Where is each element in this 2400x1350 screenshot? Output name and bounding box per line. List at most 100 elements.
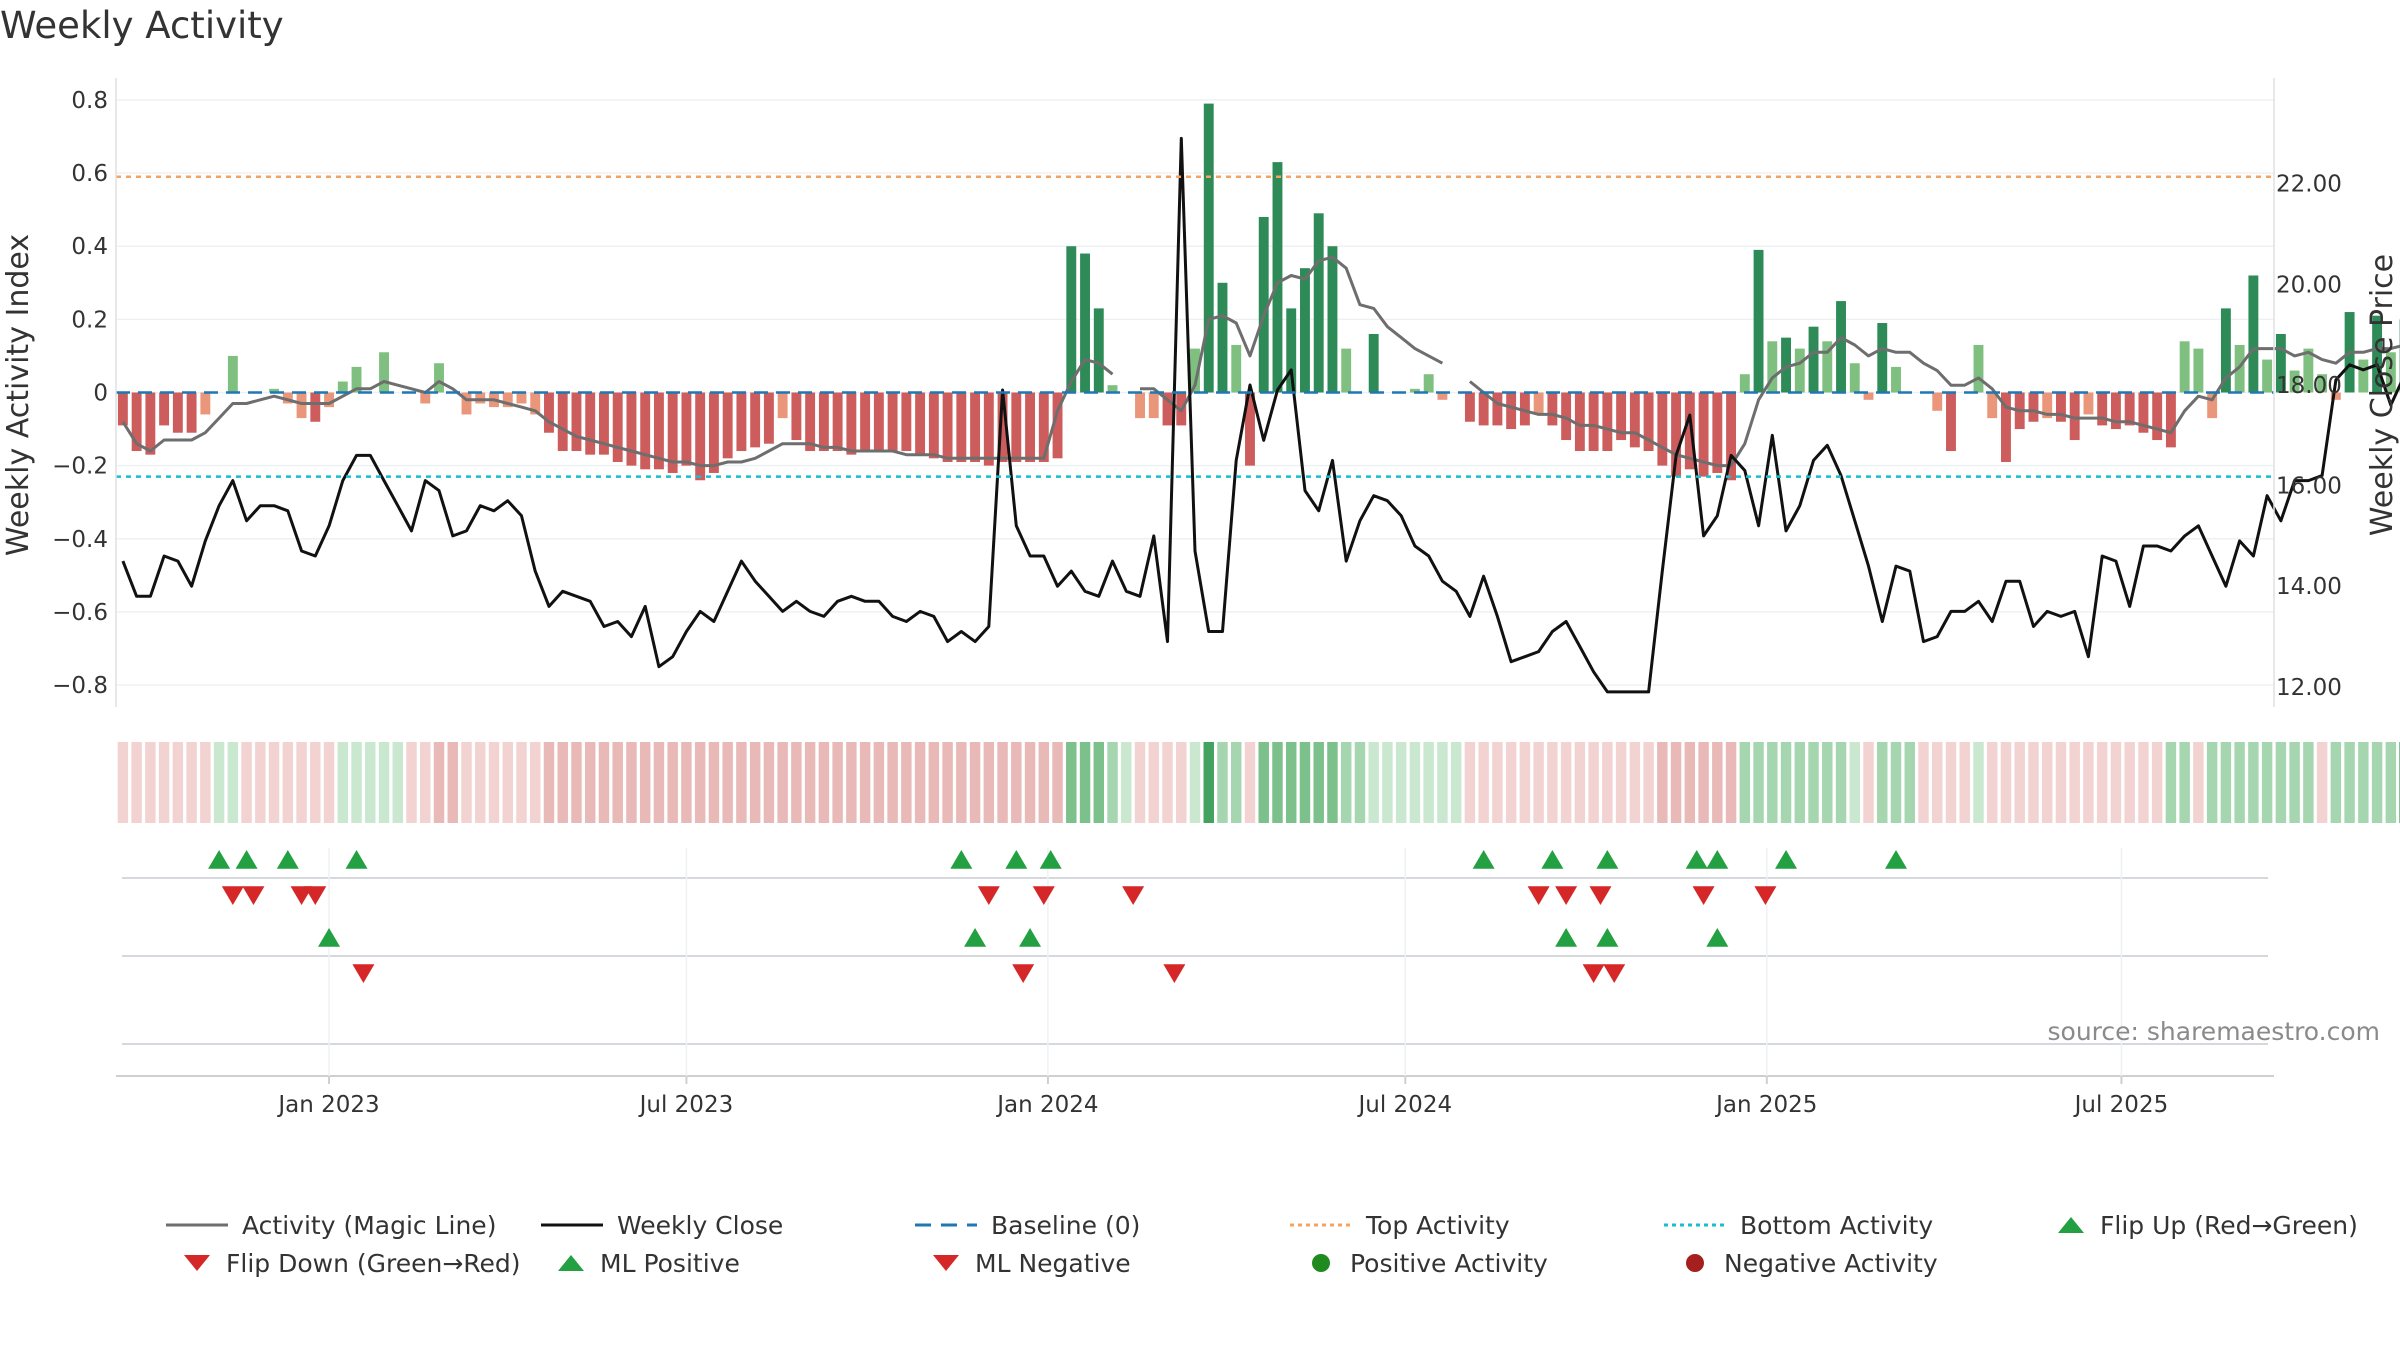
activity-bar bbox=[1245, 392, 1255, 466]
activity-bar bbox=[708, 392, 719, 473]
activity-bar bbox=[1217, 282, 1228, 393]
legend-bottom-activity-label: Bottom Activity bbox=[1740, 1210, 1934, 1240]
heat-cell bbox=[1079, 742, 1091, 823]
activity-bar bbox=[475, 392, 486, 404]
heat-cell bbox=[749, 742, 761, 823]
ml-negative-marker bbox=[1163, 964, 1186, 983]
x-tick-label: Jul 2023 bbox=[638, 1092, 734, 1118]
ml-negative-swatch bbox=[933, 1255, 959, 1271]
activity-bar bbox=[227, 355, 238, 393]
flip-up-marker bbox=[1472, 850, 1495, 869]
heat-cell bbox=[145, 742, 156, 823]
heat-cell bbox=[694, 742, 706, 823]
heat-cell bbox=[667, 742, 678, 823]
activity-bar bbox=[2152, 392, 2163, 441]
activity-bar bbox=[1135, 392, 1145, 419]
activity-bar bbox=[2289, 370, 2300, 393]
heat-cell bbox=[296, 742, 307, 823]
activity-bar bbox=[1190, 348, 1200, 393]
flip-down-marker bbox=[304, 886, 327, 905]
legend-ml-positive-label: ML Positive bbox=[600, 1248, 740, 1278]
heat-cell bbox=[2096, 742, 2108, 823]
ml-positive-marker bbox=[1019, 928, 1042, 947]
heat-cell bbox=[2179, 742, 2190, 823]
negative-activity-swatch bbox=[1686, 1254, 1704, 1272]
activity-bar bbox=[1066, 246, 1077, 393]
heat-cell bbox=[873, 742, 885, 823]
heat-cell bbox=[1285, 742, 1297, 823]
heat-cell bbox=[1258, 742, 1269, 823]
activity-bar bbox=[695, 392, 706, 481]
heat-cell bbox=[1684, 742, 1696, 823]
heat-cell bbox=[406, 742, 417, 823]
heat-cell bbox=[1354, 742, 1366, 823]
activity-bar bbox=[282, 392, 293, 404]
activity-bar bbox=[1643, 392, 1654, 452]
heat-cell bbox=[268, 742, 280, 823]
heat-cell bbox=[1395, 742, 1407, 823]
heat-cell bbox=[1066, 742, 1077, 823]
x-tick-label: Jul 2024 bbox=[1356, 1092, 1452, 1118]
activity-bar bbox=[1822, 341, 1833, 393]
heat-cell bbox=[2316, 742, 2328, 823]
activity-bar bbox=[2303, 348, 2314, 393]
activity-bar bbox=[2028, 392, 2039, 422]
activity-bar bbox=[1080, 253, 1090, 393]
ml-positive-marker bbox=[1596, 928, 1619, 947]
flip-up-marker bbox=[1685, 850, 1708, 869]
x-tick-label: Jul 2025 bbox=[2073, 1092, 2169, 1118]
legend-bottom-activity: Bottom Activity bbox=[1664, 1205, 1933, 1245]
heat-cell bbox=[1382, 742, 1393, 823]
ml-negative-marker bbox=[1012, 964, 1035, 983]
flip-down-marker bbox=[1122, 886, 1145, 905]
activity-bar bbox=[1794, 348, 1805, 393]
heat-cell bbox=[323, 742, 335, 823]
activity-bar bbox=[1492, 392, 1503, 426]
activity-bar bbox=[1712, 392, 1723, 473]
activity-bar bbox=[599, 392, 609, 455]
bottom-activity-swatch bbox=[1664, 1223, 1726, 1227]
heat-cell bbox=[818, 742, 830, 823]
heat-cell bbox=[804, 742, 816, 823]
activity-bars bbox=[117, 103, 2400, 481]
y-tick-label: 0 bbox=[93, 381, 108, 407]
heat-cell bbox=[2069, 742, 2080, 823]
activity-bar bbox=[2248, 275, 2259, 393]
activity-bar bbox=[1052, 392, 1063, 459]
heat-cell bbox=[1423, 742, 1434, 823]
flip-down-marker bbox=[242, 886, 265, 905]
heat-cell bbox=[378, 742, 390, 823]
heat-cell bbox=[1877, 742, 1888, 823]
heat-cell bbox=[1272, 742, 1283, 823]
activity-bar bbox=[310, 392, 321, 422]
heat-cell bbox=[2344, 742, 2355, 823]
heat-cell bbox=[1327, 742, 1338, 823]
activity-bar bbox=[1300, 268, 1310, 393]
activity-bar bbox=[1107, 385, 1118, 393]
y-tick-label: −0.8 bbox=[52, 673, 108, 699]
heat-cell bbox=[1739, 742, 1751, 823]
flip-down-marker bbox=[977, 886, 1000, 905]
activity-bar bbox=[640, 392, 651, 470]
activity-bar bbox=[571, 392, 582, 452]
activity-bar bbox=[1561, 392, 1572, 441]
ml-negative-marker bbox=[352, 964, 375, 983]
heat-cell bbox=[117, 742, 129, 823]
heat-cell bbox=[1986, 742, 1998, 823]
heat-cell bbox=[1189, 742, 1201, 823]
legend-flip-up-label: Flip Up (Red→Green) bbox=[2100, 1210, 2358, 1240]
heat-cell bbox=[901, 742, 912, 823]
heat-cell bbox=[2124, 742, 2135, 823]
activity-bar bbox=[2385, 352, 2396, 393]
heat-cell bbox=[1121, 742, 1132, 823]
y2-tick-label: 20.00 bbox=[2276, 272, 2342, 298]
activity-bar bbox=[269, 388, 280, 393]
heat-cell bbox=[1093, 742, 1105, 823]
heat-cell bbox=[1602, 742, 1613, 823]
activity-bar bbox=[1671, 392, 1682, 477]
heat-cell bbox=[2110, 742, 2122, 823]
heat-cell bbox=[1547, 742, 1558, 823]
y-tick-label: 0.8 bbox=[71, 88, 108, 114]
ml-positive-marker bbox=[318, 928, 341, 947]
heat-cell bbox=[1657, 742, 1668, 823]
